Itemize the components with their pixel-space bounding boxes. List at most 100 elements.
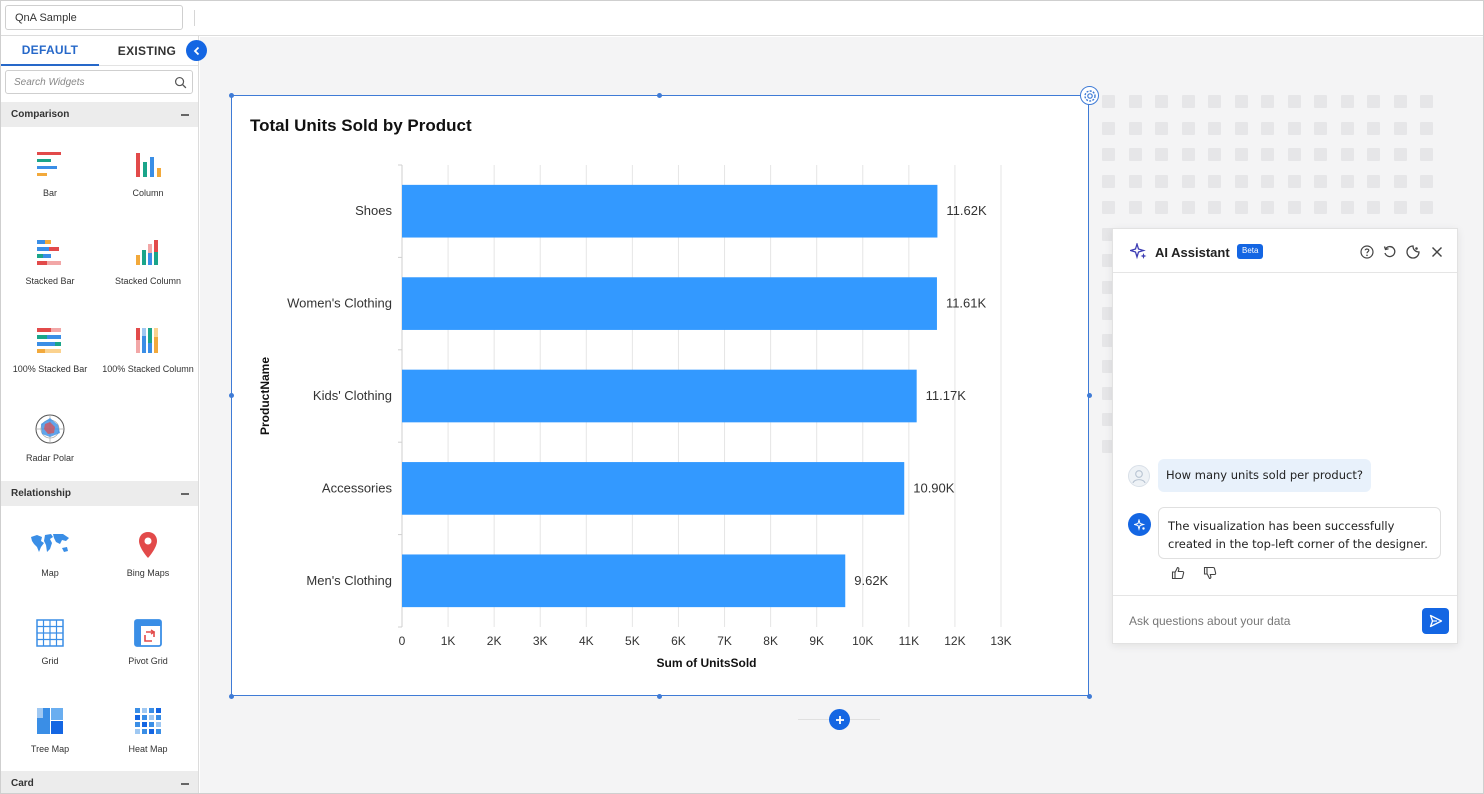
- tree-map-icon: [37, 708, 63, 734]
- user-avatar: [1128, 465, 1150, 487]
- tab-default[interactable]: DEFAULT: [1, 36, 99, 66]
- widget-heat-map[interactable]: Heat Map: [99, 706, 197, 755]
- drop-grid-cell: [1314, 174, 1327, 188]
- drop-grid-cell: [1155, 174, 1168, 188]
- resize-handle[interactable]: [229, 393, 234, 398]
- search-widgets-input[interactable]: [6, 71, 166, 93]
- drop-grid-cell: [1420, 201, 1433, 214]
- widget-full-stacked-column[interactable]: 100% Stacked Column: [99, 326, 197, 375]
- add-widget-button[interactable]: [829, 709, 850, 730]
- resize-handle[interactable]: [657, 694, 662, 699]
- category-label: Shoes: [355, 203, 392, 218]
- close-icon[interactable]: [1429, 244, 1445, 260]
- reset-icon[interactable]: [1382, 244, 1398, 260]
- collapse-minus-icon[interactable]: [181, 114, 189, 116]
- drop-grid-cell: [1128, 95, 1142, 108]
- send-button[interactable]: [1422, 608, 1449, 634]
- help-icon[interactable]: [1359, 244, 1375, 260]
- drop-grid-cell: [1208, 121, 1221, 135]
- widget-pivot-grid[interactable]: Pivot Grid: [99, 618, 197, 667]
- drop-grid-cell: [1208, 148, 1221, 161]
- collapse-minus-icon[interactable]: [181, 783, 189, 785]
- drop-grid-cell: [1314, 201, 1327, 214]
- send-icon: [1429, 614, 1442, 628]
- drop-grid-cell: [1393, 121, 1407, 135]
- drop-grid-cell: [1340, 95, 1354, 108]
- resize-handle[interactable]: [229, 93, 234, 98]
- drop-grid-cell: [1102, 333, 1115, 347]
- drop-grid-cell: [1102, 174, 1115, 188]
- resize-handle[interactable]: [657, 93, 662, 98]
- widget-tree-map[interactable]: Tree Map: [1, 706, 99, 755]
- assistant-message: The visualization has been successfully …: [1158, 507, 1441, 559]
- section-title: Comparison: [11, 109, 70, 120]
- drop-grid-cell: [1181, 201, 1195, 214]
- collapse-minus-icon[interactable]: [181, 493, 189, 495]
- thumbs-up-icon[interactable]: [1171, 566, 1185, 580]
- widget-label: Bing Maps: [126, 568, 170, 578]
- category-label: Men's Clothing: [306, 573, 392, 588]
- drop-grid-cell: [1128, 174, 1142, 188]
- widget-settings-button[interactable]: [1080, 86, 1099, 105]
- drop-grid-cell: [1102, 148, 1115, 161]
- topbar-divider: [194, 10, 195, 26]
- drop-grid-cell: [1102, 386, 1115, 400]
- widget-bing-maps[interactable]: Bing Maps: [99, 530, 197, 579]
- chevron-left-icon: [193, 46, 199, 55]
- drop-grid-cell: [1287, 121, 1301, 135]
- widget-stacked-column[interactable]: Stacked Column: [99, 238, 197, 287]
- tab-existing[interactable]: EXISTING: [117, 44, 177, 58]
- collapse-sidebar-button[interactable]: [186, 40, 207, 61]
- widget-label: Heat Map: [128, 744, 168, 754]
- drop-grid-cell: [1367, 121, 1380, 135]
- widget-label: Tree Map: [30, 744, 70, 754]
- widget-full-stacked-bar[interactable]: 100% Stacked Bar: [1, 326, 99, 375]
- drop-grid-cell: [1314, 148, 1327, 161]
- resize-handle[interactable]: [229, 694, 234, 699]
- dashboard-name-input[interactable]: QnA Sample: [5, 5, 183, 30]
- drop-grid-cell: [1393, 148, 1407, 161]
- drop-grid-cell: [1208, 95, 1221, 108]
- widget-radar-polar[interactable]: Radar Polar: [1, 413, 99, 464]
- drop-grid-cell: [1102, 95, 1115, 108]
- x-tick-label: 3K: [533, 634, 548, 648]
- drop-grid-cell: [1208, 174, 1221, 188]
- search-icon[interactable]: [174, 76, 187, 89]
- sparkle-icon: [1133, 518, 1145, 531]
- drop-grid-cell: [1393, 201, 1407, 214]
- map-pin-icon: [139, 532, 157, 558]
- drop-grid-cell: [1102, 360, 1115, 373]
- drop-grid-cell: [1155, 201, 1168, 214]
- widget-bar[interactable]: Bar: [1, 150, 99, 199]
- x-tick-label: 11K: [899, 634, 919, 648]
- section-relationship[interactable]: Relationship: [1, 481, 198, 506]
- drop-grid-cell: [1234, 121, 1248, 135]
- bar: [402, 554, 846, 608]
- drop-grid-cell: [1393, 174, 1407, 188]
- resize-handle[interactable]: [1087, 393, 1092, 398]
- section-title: Card: [11, 778, 34, 789]
- drop-grid-cell: [1420, 95, 1433, 108]
- drop-grid-cell: [1340, 201, 1354, 214]
- widget-label: 100% Stacked Column: [102, 364, 194, 374]
- thumbs-down-icon[interactable]: [1203, 566, 1217, 580]
- drop-grid-cell: [1393, 95, 1407, 108]
- category-label: Kids' Clothing: [313, 388, 392, 403]
- widget-map[interactable]: Map: [1, 530, 99, 579]
- widget-column[interactable]: Column: [99, 150, 197, 199]
- drop-grid-cell: [1234, 148, 1248, 161]
- search-widgets-box: [5, 70, 193, 94]
- full-stacked-bar-icon: [37, 328, 61, 353]
- drop-grid-cell: [1102, 413, 1115, 426]
- radar-polar-icon: [35, 414, 65, 444]
- widget-label: Grid: [41, 656, 59, 666]
- section-comparison[interactable]: Comparison: [1, 102, 198, 127]
- widget-label: Bar: [42, 188, 57, 198]
- ask-question-input[interactable]: [1129, 612, 1419, 630]
- widget-grid[interactable]: Grid: [1, 618, 99, 667]
- section-card[interactable]: Card: [1, 771, 198, 793]
- widget-label: Map: [41, 568, 59, 578]
- theme-icon[interactable]: [1405, 244, 1421, 260]
- resize-handle[interactable]: [1087, 694, 1092, 699]
- widget-stacked-bar[interactable]: Stacked Bar: [1, 238, 99, 287]
